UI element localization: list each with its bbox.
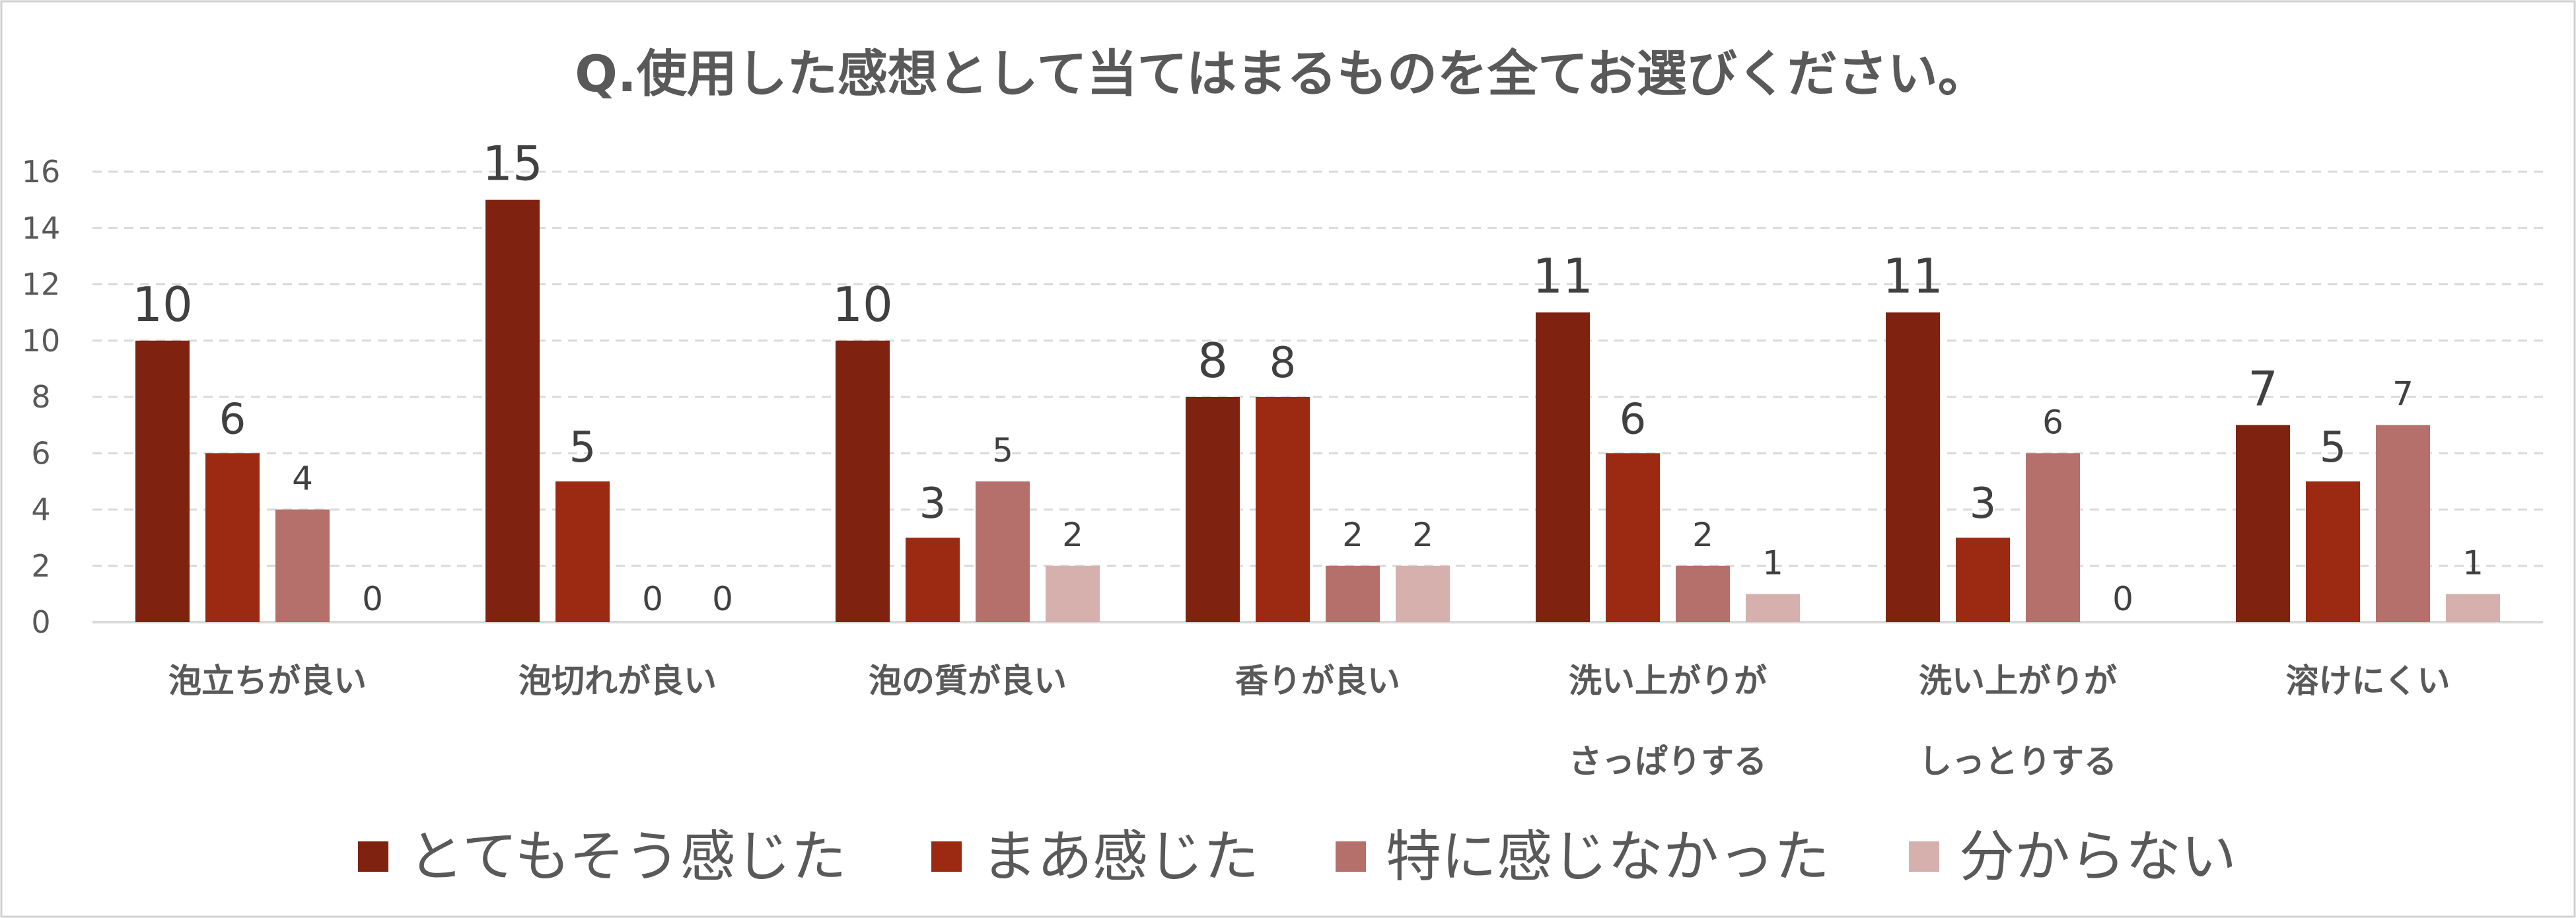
bars	[135, 199, 2500, 622]
bar	[906, 538, 960, 622]
legend-label: まあ感じた	[982, 824, 1259, 889]
bar	[1886, 312, 1940, 622]
data-label: 0	[642, 580, 663, 618]
legend: とてもそう感じた まあ感じた 特に感じなかった 分からない	[358, 824, 2236, 889]
bar	[485, 199, 540, 622]
category-label: 泡切れが良い	[519, 662, 717, 700]
legend-item: とてもそう感じた	[358, 824, 847, 889]
y-tick-label: 0	[31, 604, 50, 640]
bar	[135, 340, 190, 622]
data-label: 6	[1620, 395, 1647, 444]
y-axis: 0 2 4 6 8 10 12 14 16	[22, 154, 61, 640]
data-label: 5	[2320, 423, 2347, 472]
data-label: 15	[482, 136, 543, 192]
y-tick-label: 14	[22, 210, 61, 246]
bar	[1606, 453, 1660, 622]
data-label: 8	[1270, 339, 1297, 388]
data-label: 0	[362, 580, 383, 618]
y-tick-label: 8	[31, 379, 50, 415]
data-label: 11	[1882, 248, 1943, 304]
data-label: 5	[569, 423, 596, 472]
y-tick-label: 6	[31, 435, 50, 471]
bar	[1256, 397, 1310, 622]
bar	[2376, 425, 2430, 622]
category-label: 洗い上がりが	[1569, 662, 1767, 700]
data-label: 3	[919, 479, 947, 528]
data-label: 7	[2392, 375, 2414, 413]
data-label: 2	[1342, 516, 1363, 554]
bar	[2306, 481, 2360, 622]
data-label: 3	[1970, 479, 1997, 528]
data-label: 10	[832, 277, 893, 332]
bar	[555, 481, 610, 622]
y-tick-label: 12	[22, 267, 61, 302]
legend-item: 分からない	[1909, 824, 2236, 889]
data-label: 8	[1198, 333, 1228, 388]
bar	[1396, 565, 1450, 622]
bar	[1046, 565, 1100, 622]
data-label: 5	[992, 431, 1013, 470]
legend-label: 特に感じなかった	[1386, 824, 1830, 889]
y-tick-label: 4	[31, 492, 50, 528]
category-label: しっとりする	[1919, 742, 2117, 781]
bar	[1746, 594, 1800, 622]
legend-item: 特に感じなかった	[1336, 824, 1830, 889]
legend-label: とてもそう感じた	[408, 824, 847, 889]
data-label: 4	[292, 460, 313, 498]
data-label: 2	[1692, 516, 1713, 554]
legend-swatch	[358, 841, 388, 872]
data-label: 7	[2248, 361, 2278, 417]
bar	[2236, 425, 2290, 622]
category-label: さっぱりする	[1569, 742, 1767, 781]
data-label: 10	[132, 277, 193, 332]
bar	[1536, 312, 1590, 622]
bar	[976, 481, 1030, 622]
bar	[836, 340, 890, 622]
data-label: 2	[1062, 516, 1083, 554]
category-label: 香りが良い	[1235, 662, 1400, 700]
y-tick-label: 16	[22, 154, 61, 190]
category-label: 泡の質が良い	[869, 662, 1067, 700]
legend-swatch	[1336, 841, 1366, 872]
legend-label: 分からない	[1959, 824, 2236, 889]
gridlines	[92, 170, 2543, 623]
bar	[1186, 397, 1240, 622]
chart-title: Q.使用した感想として当てはまるものを全てお選びください。	[575, 44, 1987, 103]
bar	[1676, 565, 1730, 622]
x-axis: 泡立ちが良い 泡切れが良い 泡の質が良い 香りが良い 洗い上がりがさっぱりする洗い上がり…	[168, 662, 2451, 781]
legend-swatch	[931, 841, 962, 872]
bar	[205, 453, 260, 622]
bar	[1956, 538, 2010, 622]
bar	[2446, 594, 2500, 622]
data-label: 2	[1412, 516, 1433, 554]
data-label: 1	[2462, 544, 2484, 582]
legend-item: まあ感じた	[931, 824, 1259, 889]
y-tick-label: 2	[31, 548, 50, 584]
data-label: 6	[2042, 403, 2063, 441]
bar	[2026, 453, 2080, 622]
data-label: 1	[1762, 544, 1783, 582]
data-label: 0	[712, 580, 733, 618]
category-label: 泡立ちが良い	[168, 662, 367, 700]
data-label: 0	[2112, 580, 2133, 618]
bar	[1326, 565, 1380, 622]
legend-swatch	[1909, 841, 1939, 872]
category-label: 溶けにくい	[2286, 662, 2451, 700]
data-label: 6	[219, 395, 246, 444]
bar	[275, 509, 330, 622]
category-label: 洗い上がりが	[1919, 662, 2117, 700]
data-label: 11	[1532, 248, 1593, 304]
y-tick-label: 10	[22, 323, 61, 359]
